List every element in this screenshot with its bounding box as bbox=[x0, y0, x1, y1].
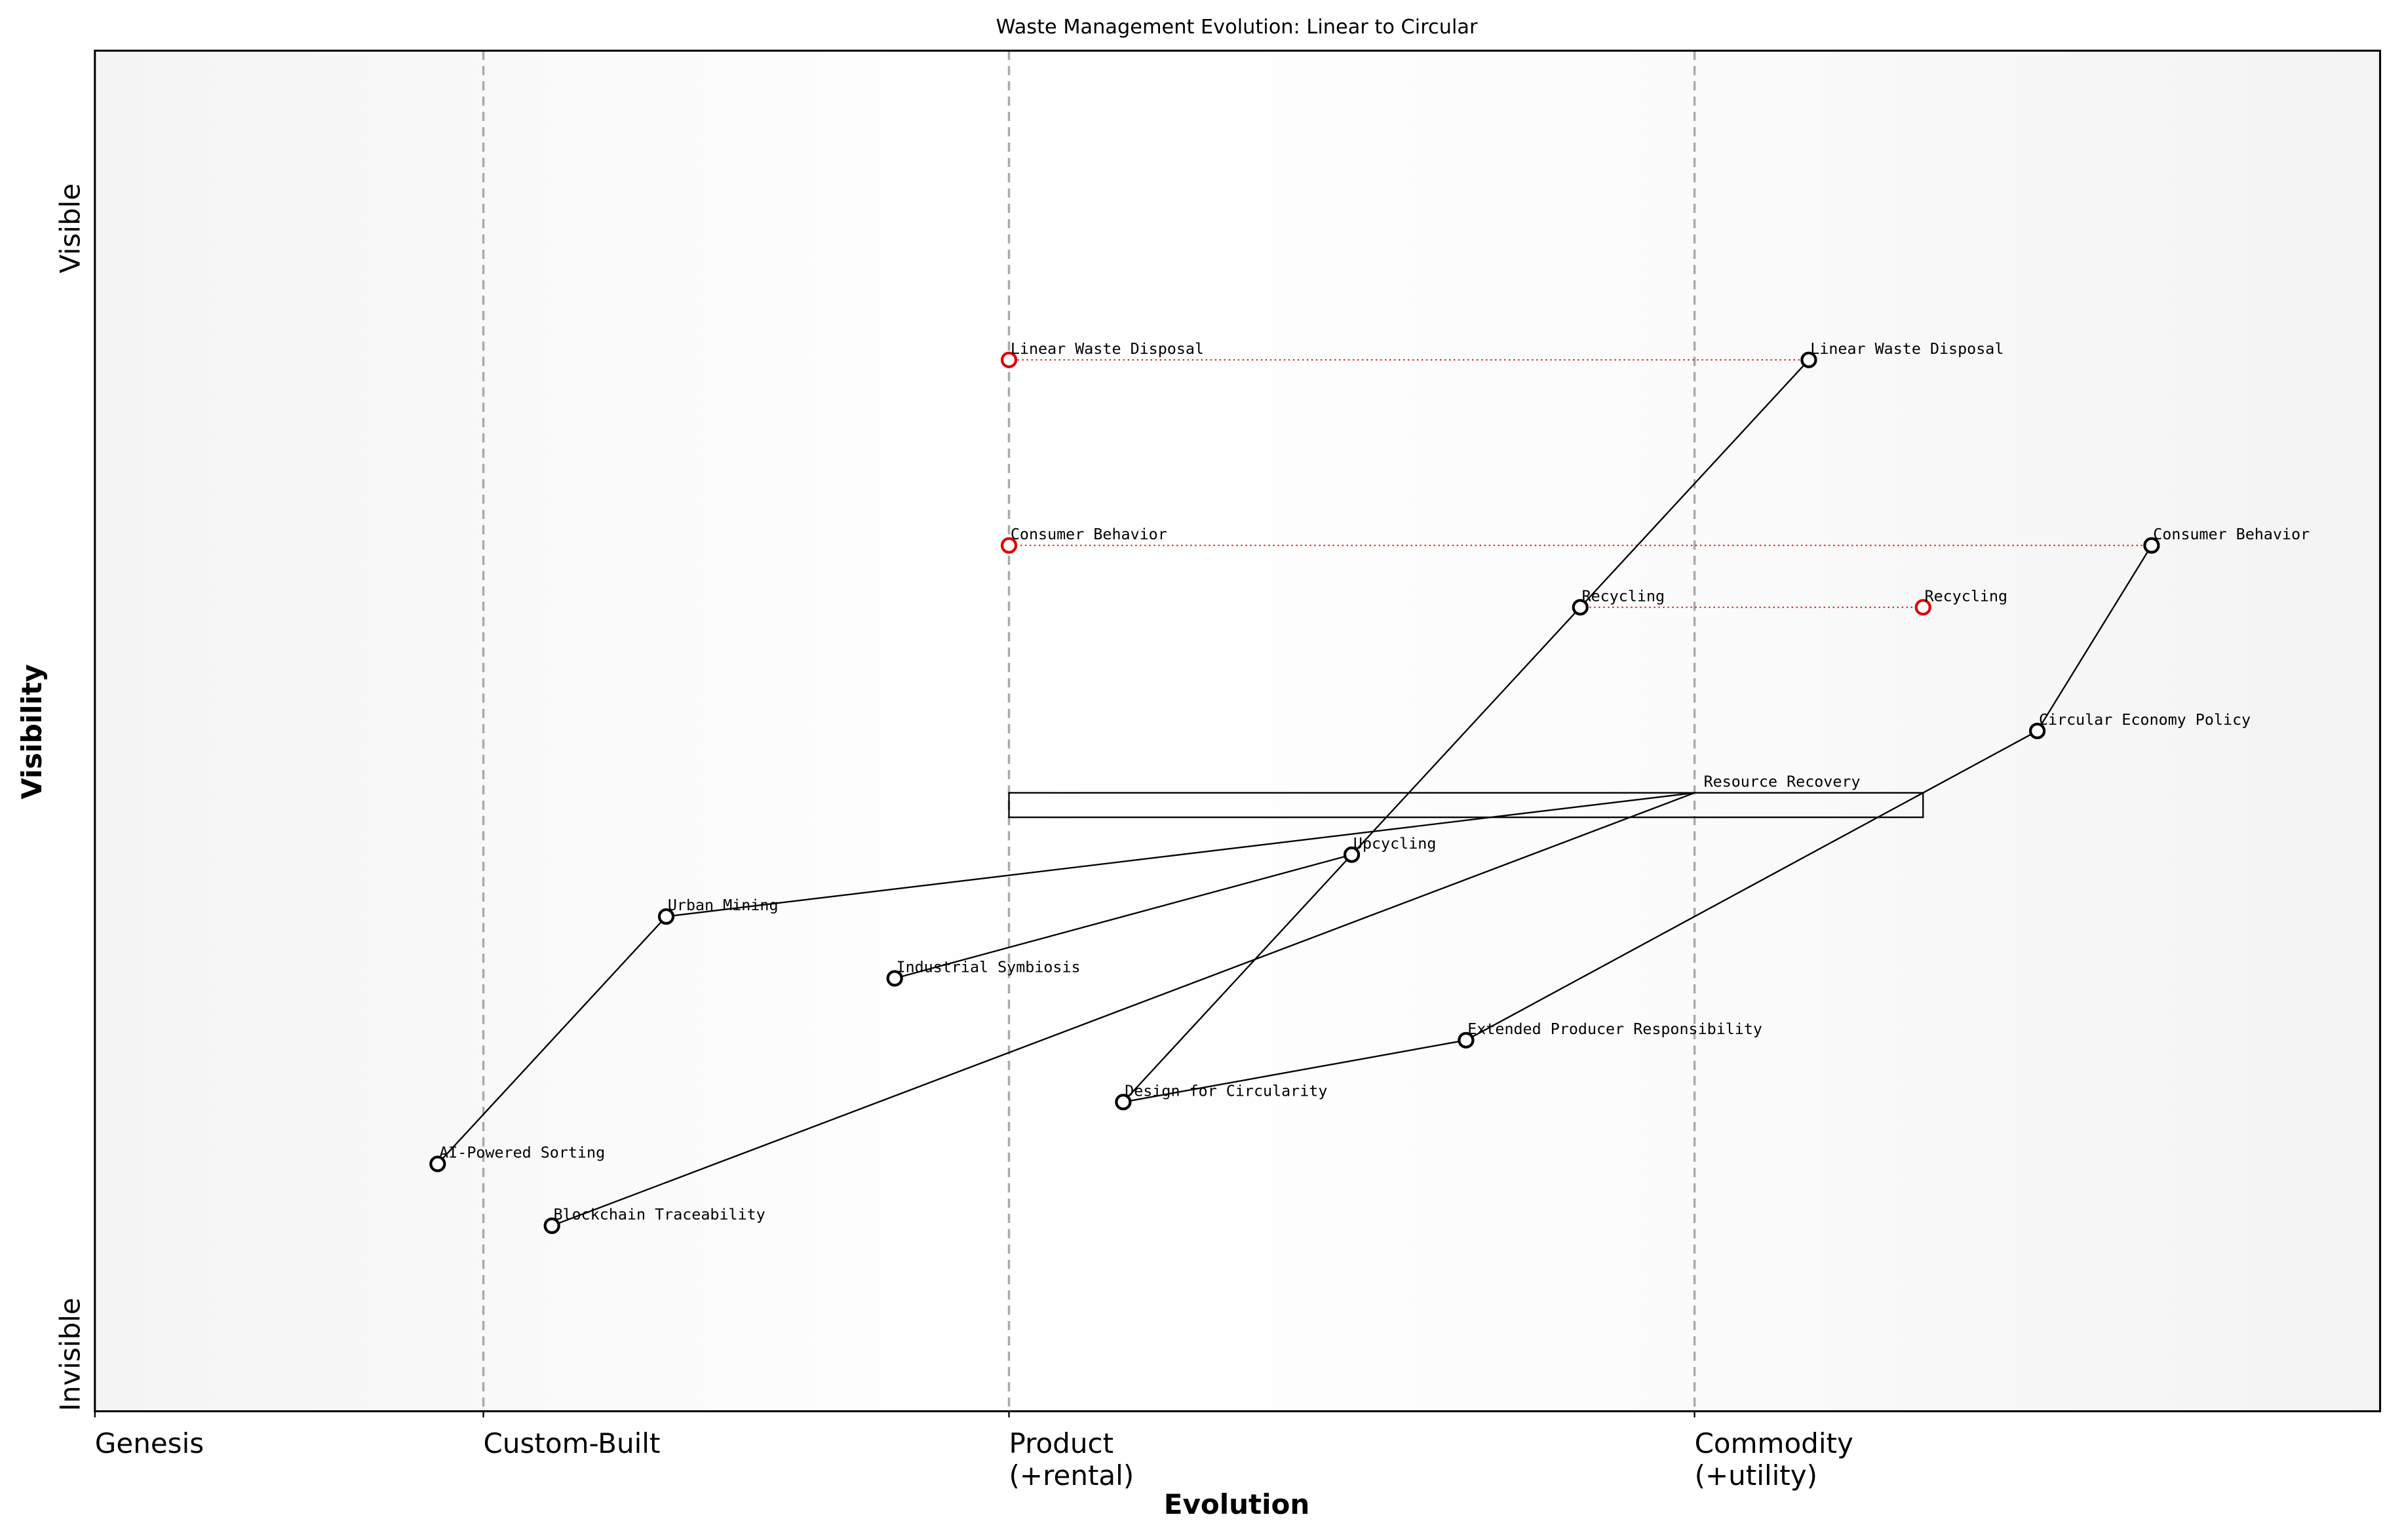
component-marker bbox=[886, 970, 903, 987]
component-marker bbox=[1343, 846, 1361, 863]
component-marker bbox=[429, 1155, 446, 1172]
plot: Genesis Custom-Built Product (+rental) Commo… bbox=[94, 50, 2310, 1491]
component-label: Extended Producer Responsibility bbox=[1467, 1020, 1762, 1038]
evolve-marker bbox=[1914, 599, 1931, 616]
link bbox=[436, 915, 667, 1165]
x-tick-label: Custom-Built bbox=[484, 1427, 661, 1459]
component-label: Recycling bbox=[1582, 587, 1665, 605]
component-marker bbox=[1800, 351, 1817, 368]
y-tick-label: Invisible bbox=[54, 1298, 86, 1411]
component-label: Upcycling bbox=[1353, 834, 1437, 853]
evolve-label: Linear Waste Disposal bbox=[1011, 339, 1204, 358]
component-marker bbox=[1115, 1094, 1132, 1111]
link bbox=[894, 854, 1352, 980]
component-label: Urban Mining bbox=[668, 896, 779, 914]
x-tick-label: Product (+rental) bbox=[1009, 1427, 1134, 1491]
component-marker bbox=[657, 908, 675, 925]
evolve-marker bbox=[1000, 537, 1018, 554]
component-marker bbox=[1572, 599, 1589, 616]
component-label: Resource Recovery bbox=[1704, 772, 1861, 790]
link bbox=[1351, 606, 1581, 855]
component-label: Circular Economy Policy bbox=[2039, 710, 2251, 729]
link bbox=[1123, 854, 1353, 1103]
pipeline bbox=[1008, 792, 1924, 818]
component-label: Consumer Behavior bbox=[2153, 525, 2310, 543]
link bbox=[666, 792, 1695, 917]
x-tick-label: Genesis bbox=[95, 1427, 204, 1459]
link bbox=[1465, 730, 2038, 1041]
link bbox=[1579, 359, 1810, 608]
link bbox=[1123, 1039, 1467, 1103]
component-marker bbox=[2029, 722, 2046, 740]
component-label: Linear Waste Disposal bbox=[1810, 339, 2003, 358]
link bbox=[551, 792, 1695, 1227]
evolve-label: Consumer Behavior bbox=[1011, 525, 1167, 543]
component-label: AI-Powered Sorting bbox=[439, 1144, 605, 1162]
component-label: Industrial Symbiosis bbox=[897, 958, 1081, 976]
y-axis-label: Visibility bbox=[16, 664, 48, 799]
x-tick-label: Commodity (+utility) bbox=[1695, 1427, 1853, 1491]
component-marker bbox=[1458, 1031, 1475, 1049]
component-label: Design for Circularity bbox=[1125, 1081, 1327, 1100]
component-marker bbox=[2143, 537, 2160, 554]
chart-title: Waste Management Evolution: Linear to Ci… bbox=[996, 16, 1478, 39]
component-label: Blockchain Traceability bbox=[554, 1205, 765, 1223]
plot-background bbox=[94, 50, 2380, 1412]
evolve-label: Recycling bbox=[1925, 587, 2008, 605]
link bbox=[2036, 545, 2152, 732]
x-axis-label: Evolution bbox=[1164, 1488, 1310, 1520]
evolve-marker bbox=[1000, 351, 1018, 368]
component-marker bbox=[543, 1217, 560, 1235]
y-tick-label: Visible bbox=[54, 183, 86, 273]
plot-frame bbox=[94, 49, 2382, 1413]
